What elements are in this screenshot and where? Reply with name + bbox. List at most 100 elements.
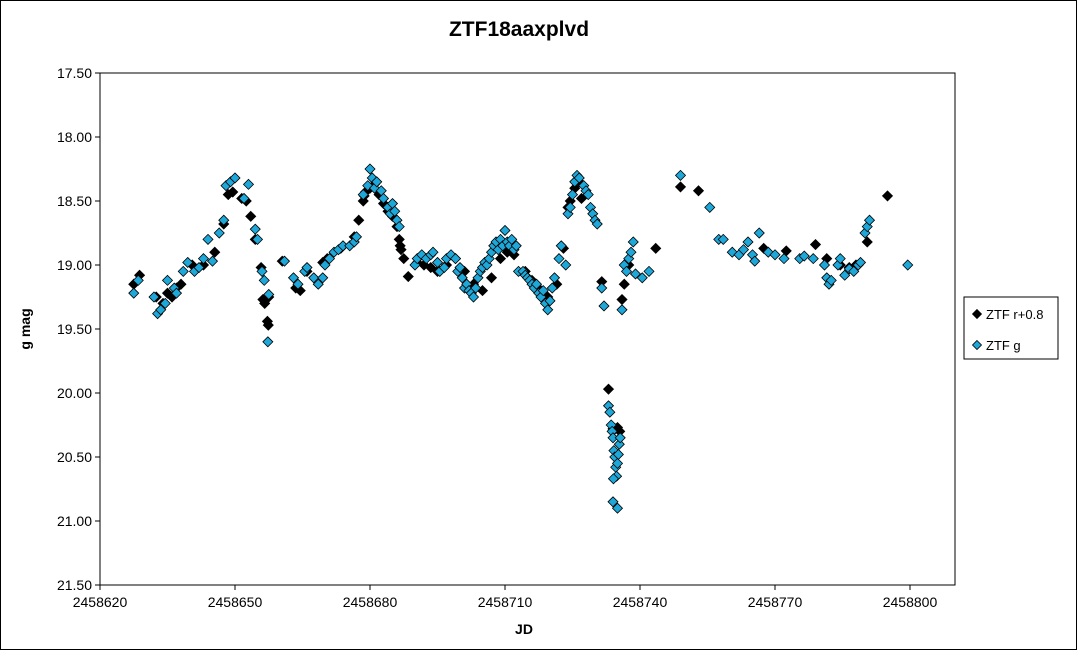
- data-point: [395, 244, 407, 256]
- data-points: [128, 163, 914, 514]
- data-point: [863, 214, 876, 226]
- data-point: [839, 269, 851, 281]
- data-point: [398, 253, 410, 265]
- data-point: [848, 265, 860, 277]
- x-tick-label: 2458620: [73, 594, 128, 610]
- data-point: [209, 246, 221, 258]
- data-point: [742, 236, 754, 248]
- data-point: [854, 256, 867, 269]
- data-point: [470, 282, 482, 294]
- data-point: [564, 201, 576, 213]
- data-point: [242, 178, 255, 190]
- chart-title: ZTF18aaxplvd: [449, 18, 589, 41]
- data-point: [319, 259, 331, 271]
- data-point: [132, 274, 144, 286]
- data-point: [704, 201, 716, 213]
- data-point: [301, 261, 313, 274]
- x-tick-label: 2458740: [613, 594, 668, 610]
- y-tick-label: 19.00: [57, 257, 92, 273]
- data-point: [262, 336, 274, 348]
- x-axis-title: JD: [515, 621, 533, 637]
- legend-marker: [971, 308, 983, 320]
- legend-box: [963, 296, 1059, 360]
- y-tick-label: 21.00: [57, 513, 92, 529]
- data-point: [674, 169, 687, 181]
- data-point: [449, 253, 462, 265]
- data-point: [213, 227, 225, 239]
- data-point: [616, 304, 628, 316]
- plot-area: [99, 72, 956, 586]
- data-point: [602, 383, 615, 395]
- y-tick-label: 18.50: [57, 193, 92, 209]
- data-point: [566, 189, 579, 201]
- data-point: [402, 270, 414, 283]
- data-point: [546, 282, 558, 294]
- data-point: [292, 278, 304, 290]
- data-point: [485, 272, 498, 284]
- x-tick-label: 2458650: [208, 594, 263, 610]
- data-point: [861, 236, 873, 248]
- data-point: [312, 278, 324, 290]
- data-point: [350, 231, 363, 243]
- data-point: [193, 261, 205, 274]
- y-axis: 17.50 18.00 18.50 19.00 19.50 20.00 20.50 21.00…: [57, 65, 100, 593]
- data-point: [596, 282, 608, 294]
- data-point: [249, 223, 261, 235]
- data-point: [530, 278, 543, 290]
- data-point: [263, 288, 275, 301]
- y-tick-label: 20.00: [57, 385, 92, 401]
- legend-label: ZTF g: [986, 338, 1021, 353]
- legend-label: ZTF r+0.8: [986, 307, 1043, 322]
- data-point: [245, 210, 257, 222]
- data-point: [229, 172, 241, 184]
- data-point: [177, 265, 189, 277]
- data-point: [206, 255, 219, 267]
- data-point: [155, 304, 167, 316]
- data-point: [467, 291, 480, 303]
- data-point: [317, 272, 329, 284]
- data-point: [438, 261, 450, 274]
- data-point: [197, 253, 210, 265]
- x-tick-label: 2458710: [478, 594, 533, 610]
- data-point: [643, 265, 655, 277]
- y-tick-label: 20.50: [57, 449, 92, 465]
- legend-marker: [971, 339, 983, 351]
- data-point: [560, 259, 572, 271]
- data-point: [371, 176, 383, 188]
- data-point: [308, 272, 320, 284]
- data-point: [238, 192, 250, 205]
- data-point: [431, 256, 444, 269]
- data-point: [258, 274, 270, 286]
- data-point: [717, 233, 729, 245]
- data-point: [227, 186, 239, 198]
- data-point: [159, 297, 171, 309]
- data-point: [807, 253, 819, 265]
- data-point: [611, 457, 624, 469]
- y-tick-label: 19.50: [57, 321, 92, 337]
- data-point: [809, 238, 822, 251]
- y-axis-title: g mag: [17, 308, 33, 349]
- data-point: [636, 272, 648, 284]
- y-tick-label: 21.50: [57, 577, 92, 593]
- data-point: [427, 246, 439, 258]
- data-point: [389, 205, 401, 217]
- data-point: [778, 253, 790, 265]
- data-point: [607, 496, 619, 508]
- data-point: [161, 274, 174, 286]
- data-point: [650, 242, 662, 254]
- data-point: [825, 274, 837, 286]
- data-point: [170, 287, 183, 299]
- data-point: [278, 255, 291, 267]
- data-point: [377, 192, 390, 205]
- x-axis: 2458620 2458650 2458680 2458710 2458740 24587…: [73, 585, 937, 610]
- data-point: [542, 304, 554, 316]
- legend: ZTF r+0.8 ZTF g: [963, 296, 1059, 360]
- data-point: [902, 259, 914, 271]
- data-point: [881, 190, 894, 202]
- data-point: [553, 253, 565, 265]
- y-tick-label: 17.50: [57, 65, 92, 81]
- data-point: [445, 249, 457, 261]
- data-point: [251, 233, 264, 245]
- data-point: [175, 278, 187, 290]
